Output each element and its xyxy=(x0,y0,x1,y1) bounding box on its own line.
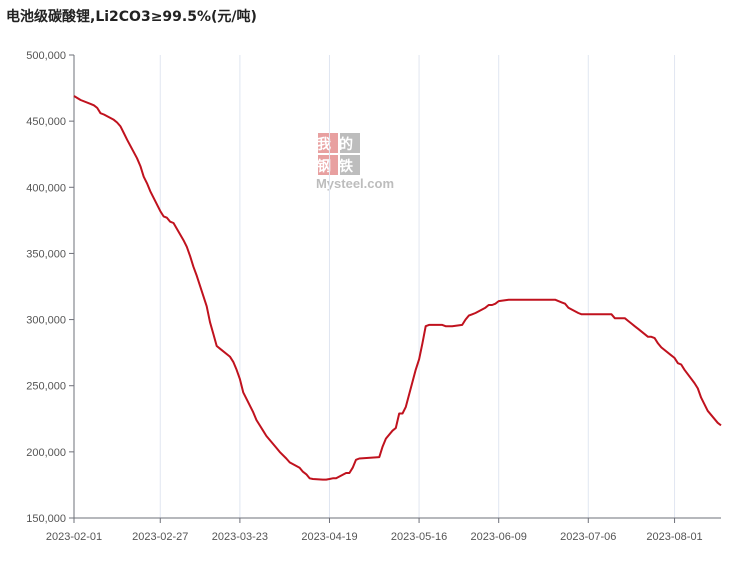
y-tick-label: 500,000 xyxy=(26,50,66,62)
y-tick-label: 150,000 xyxy=(26,513,66,525)
watermark-brand-text: Mysteel.com xyxy=(316,176,394,191)
x-tick-label: 2023-02-01 xyxy=(46,531,102,543)
y-tick-label: 400,000 xyxy=(26,182,66,194)
chart-title: 电池级碳酸锂,Li2CO3≥99.5%(元/吨) xyxy=(6,9,257,25)
x-tick-label: 2023-02-27 xyxy=(132,531,188,543)
watermark-top-text: 我的 xyxy=(317,136,361,153)
x-tick-label: 2023-07-06 xyxy=(560,531,616,543)
series-line-0 xyxy=(73,95,722,481)
y-tick-label: 200,000 xyxy=(26,447,66,459)
watermark-block xyxy=(340,155,360,175)
x-tick-label: 2023-03-23 xyxy=(212,531,268,543)
watermark-middle-text: 钢铁 xyxy=(317,158,361,175)
x-tick-label: 2023-06-09 xyxy=(471,531,527,543)
y-tick-label: 450,000 xyxy=(26,116,66,128)
x-tick-label: 2023-04-19 xyxy=(301,531,357,543)
watermark-block xyxy=(340,133,360,153)
watermark-block xyxy=(318,155,338,175)
y-tick-label: 250,000 xyxy=(26,381,66,393)
x-tick-label: 2023-05-16 xyxy=(391,531,447,543)
y-tick-label: 350,000 xyxy=(26,248,66,260)
x-tick-label: 2023-08-01 xyxy=(646,531,702,543)
y-tick-label: 300,000 xyxy=(26,315,66,327)
watermark-block xyxy=(318,133,338,153)
